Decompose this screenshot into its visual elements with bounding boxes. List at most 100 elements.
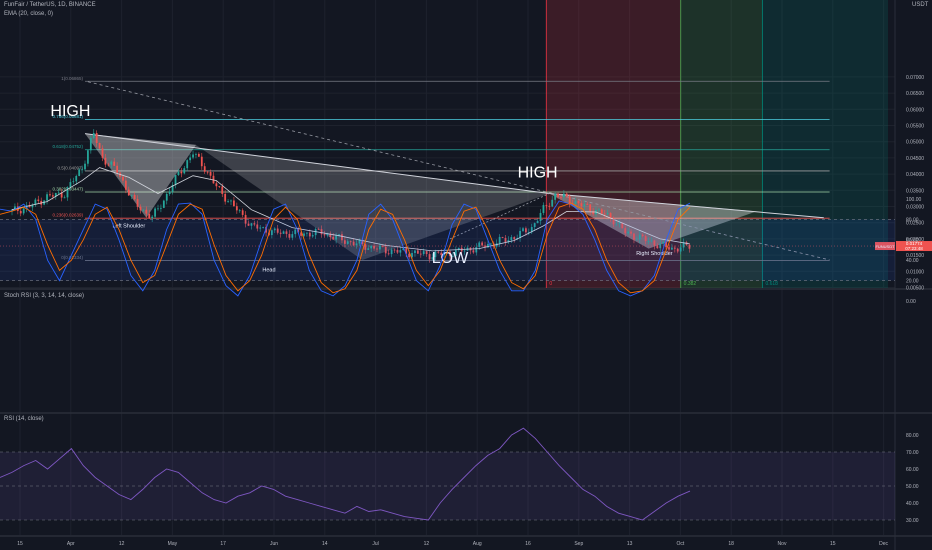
price-axis-tick: 0.01500 (906, 253, 924, 259)
stoch-axis-tick: 0.00 (906, 299, 916, 305)
candle-body (177, 171, 180, 175)
price-tag-value: 0.01774 (906, 241, 923, 246)
stoch-series-k (0, 200, 691, 297)
candle-body (221, 186, 224, 194)
candle-body (60, 192, 63, 198)
candle-body (650, 240, 653, 242)
candle-body (244, 214, 247, 224)
price-tag-countdown: 07:23:48 (905, 246, 923, 251)
candle-body (525, 228, 527, 233)
candle-body (136, 199, 139, 207)
candle-body (630, 231, 632, 234)
candle-body (644, 236, 647, 242)
candle-body (603, 213, 606, 215)
time-axis-tick: 12 (119, 541, 125, 547)
candle-body (580, 203, 583, 207)
time-axis-tick: Jun (270, 541, 278, 547)
candle-body (463, 250, 466, 252)
candle-body (396, 249, 399, 253)
candle-body (75, 175, 78, 182)
stoch-axis-tick: 40.00 (906, 258, 919, 264)
candle-body (230, 200, 232, 202)
candle-body (592, 211, 594, 215)
candle-body (49, 194, 51, 196)
candle-body (484, 245, 486, 248)
candle-body (130, 194, 133, 196)
candle-body (481, 242, 484, 246)
candle-body (358, 239, 361, 244)
candle-body (326, 233, 329, 236)
symbol-title: FunFair / TetherUS, 1D, BINANCE (4, 2, 96, 8)
candle-body (349, 241, 352, 243)
rsi-axis-tick: 80.00 (906, 433, 919, 439)
candle-body (200, 156, 203, 167)
candle-body (399, 250, 402, 253)
candle-body (405, 248, 408, 254)
candle-body (145, 209, 148, 214)
candle-body (565, 193, 568, 197)
candle-body (402, 248, 405, 251)
candle-body (317, 229, 320, 230)
candle-body (37, 199, 40, 201)
candle-body (253, 223, 256, 225)
candle-body (92, 132, 95, 139)
pattern-label-small: Head (262, 267, 275, 273)
candle-body (247, 223, 250, 226)
candle-body (101, 148, 104, 158)
candle-body (384, 246, 387, 254)
candle-body (227, 201, 229, 202)
price-axis-tick: 0.07000 (906, 75, 924, 81)
candle-body (367, 248, 370, 250)
candle-body (151, 216, 154, 219)
candle-body (431, 257, 434, 260)
time-axis-tick: Apr (67, 541, 75, 547)
candle-body (560, 197, 562, 198)
candle-body (618, 222, 621, 224)
candle-body (457, 247, 460, 250)
candle-body (233, 200, 235, 207)
candle-body (665, 241, 667, 248)
candle-body (89, 138, 92, 151)
candle-body (329, 233, 332, 237)
symbol-tag: FUNUSDT (875, 244, 895, 249)
candle-body (160, 207, 162, 209)
candle-body (311, 235, 314, 237)
rsi-axis-tick: 30.00 (906, 518, 919, 524)
candle-body (148, 213, 151, 219)
candle-body (419, 253, 422, 255)
candle-body (676, 248, 679, 252)
pattern-label-large: HIGH (50, 103, 90, 120)
candle-body (504, 237, 507, 243)
candle-body (682, 242, 685, 248)
candle-body (393, 249, 396, 251)
candle-body (113, 161, 116, 166)
candle-body (142, 209, 145, 211)
candle-body (332, 236, 335, 240)
candle-body (671, 247, 673, 250)
price-axis-tick: 0.05500 (906, 124, 924, 130)
candle-body (379, 245, 381, 250)
fib-time-zone (680, 0, 763, 288)
candle-body (600, 209, 603, 214)
candle-body (364, 244, 367, 250)
price-axis-tick: 0.03500 (906, 188, 924, 194)
price-tag-bg (896, 241, 932, 252)
candle-body (323, 234, 326, 236)
price-axis-tick: 0.00500 (906, 286, 924, 292)
candle-body (370, 245, 373, 249)
candle-body (533, 223, 536, 228)
candle-body (98, 142, 101, 149)
fib-level-label: 0(0.01334) (61, 255, 83, 260)
stoch-axis-tick: 80.00 (906, 217, 919, 223)
candle-body (416, 250, 419, 254)
price-axis-tick: 0.02000 (906, 237, 924, 243)
candle-body (28, 205, 31, 208)
candle-body (478, 242, 481, 247)
price-axis-tick: 0.01000 (906, 269, 924, 275)
candle-body (519, 230, 521, 239)
candle-body (513, 237, 516, 240)
candle-body (454, 249, 457, 256)
candle-body (288, 233, 291, 238)
candle-body (162, 200, 165, 208)
